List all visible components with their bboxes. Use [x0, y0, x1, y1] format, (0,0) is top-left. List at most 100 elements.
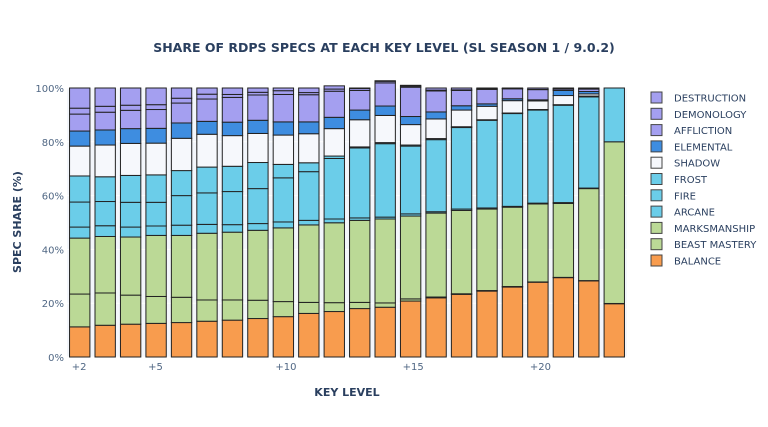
- bar-segment-destruction[interactable]: [94, 87, 116, 107]
- bar-segment-beast-mastery[interactable]: [119, 294, 142, 325]
- bar-segment-marksmanship[interactable]: [323, 222, 345, 304]
- legend-item[interactable]: BALANCE: [650, 254, 721, 268]
- bar-segment-shadow[interactable]: [272, 134, 295, 165]
- bar-segment-frost[interactable]: [69, 175, 91, 203]
- bar-segment-fire[interactable]: [298, 171, 320, 221]
- bar-segment-fire[interactable]: [552, 104, 575, 204]
- bar-segment-arcane[interactable]: [94, 225, 116, 237]
- bar-segment-arcane[interactable]: [272, 221, 295, 229]
- bar-segment-affliction[interactable]: [349, 89, 371, 111]
- legend-item[interactable]: BEAST MASTERY: [650, 238, 757, 252]
- bar-segment-destruction[interactable]: [69, 87, 91, 109]
- bar-segment-destruction[interactable]: [170, 87, 193, 99]
- bar-segment-marksmanship[interactable]: [119, 236, 142, 296]
- bar-segment-affliction[interactable]: [196, 98, 218, 122]
- bar-segment-beast-mastery[interactable]: [94, 292, 116, 326]
- bar-segment-arcane[interactable]: [298, 219, 320, 226]
- bar-segment-beast-mastery[interactable]: [247, 299, 269, 320]
- bar-segment-destruction[interactable]: [425, 87, 447, 91]
- bar-segment-demonology[interactable]: [119, 104, 142, 111]
- bar-segment-demonology[interactable]: [170, 97, 193, 104]
- bar-segment-marksmanship[interactable]: [272, 227, 295, 303]
- bar-segment-destruction[interactable]: [374, 80, 396, 82]
- bar-segment-beast-mastery[interactable]: [196, 299, 218, 322]
- bar-segment-demonology[interactable]: [145, 104, 167, 111]
- bar-segment-affliction[interactable]: [501, 88, 524, 100]
- bar-segment-elemental[interactable]: [69, 130, 91, 147]
- bar-segment-destruction[interactable]: [323, 85, 345, 90]
- bar-segment-balance[interactable]: [145, 322, 167, 358]
- bar-segment-balance[interactable]: [69, 326, 91, 358]
- bar-segment-shadow[interactable]: [119, 142, 142, 176]
- bar-segment-beast-mastery[interactable]: [323, 302, 345, 313]
- bar-segment-arcane[interactable]: [119, 226, 142, 238]
- bar-segment-destruction[interactable]: [501, 87, 524, 90]
- bar-segment-balance[interactable]: [94, 324, 116, 358]
- legend-item[interactable]: DEMONOLOGY: [650, 107, 747, 121]
- legend-item[interactable]: MARKSMANSHIP: [650, 221, 755, 235]
- bar-segment-shadow[interactable]: [69, 145, 91, 177]
- bar-segment-balance[interactable]: [603, 303, 625, 358]
- bar-segment-fire[interactable]: [170, 195, 193, 226]
- bar-segment-balance[interactable]: [221, 319, 244, 358]
- bar-segment-fire[interactable]: [247, 188, 269, 225]
- bar-segment-shadow[interactable]: [399, 124, 422, 146]
- bar-segment-destruction[interactable]: [399, 84, 422, 87]
- bar-segment-affliction[interactable]: [450, 89, 473, 107]
- bar-segment-demonology[interactable]: [272, 90, 295, 95]
- bar-segment-arcane[interactable]: [145, 225, 167, 236]
- legend-item[interactable]: ELEMENTAL: [650, 140, 733, 154]
- bar-segment-elemental[interactable]: [450, 105, 473, 111]
- bar-segment-elemental[interactable]: [399, 116, 422, 126]
- bar-segment-affliction[interactable]: [425, 90, 447, 113]
- bar-segment-affliction[interactable]: [221, 96, 244, 123]
- bar-segment-marksmanship[interactable]: [145, 234, 167, 297]
- legend-item[interactable]: FROST: [650, 173, 708, 187]
- bar-segment-beast-mastery[interactable]: [272, 301, 295, 318]
- bar-segment-marksmanship[interactable]: [170, 234, 193, 298]
- bar-segment-destruction[interactable]: [221, 87, 244, 95]
- bar-segment-fire[interactable]: [323, 157, 345, 220]
- bar-segment-balance[interactable]: [425, 297, 447, 358]
- bar-segment-affliction[interactable]: [323, 90, 345, 118]
- bar-segment-marksmanship[interactable]: [298, 224, 320, 303]
- bar-segment-demonology[interactable]: [196, 93, 218, 100]
- bar-segment-destruction[interactable]: [552, 87, 575, 90]
- bar-segment-elemental[interactable]: [196, 120, 218, 135]
- bar-segment-balance[interactable]: [170, 322, 193, 358]
- bar-segment-balance[interactable]: [552, 277, 575, 358]
- legend-item[interactable]: ARCANE: [650, 205, 715, 219]
- bar-segment-marksmanship[interactable]: [94, 235, 116, 294]
- bar-segment-elemental[interactable]: [323, 116, 345, 130]
- bar-segment-balance[interactable]: [247, 318, 269, 358]
- bar-segment-balance[interactable]: [272, 316, 295, 358]
- legend-item[interactable]: DESTRUCTION: [650, 91, 746, 105]
- bar-segment-arcane[interactable]: [69, 226, 91, 239]
- bar-segment-demonology[interactable]: [94, 105, 116, 113]
- bar-segment-affliction[interactable]: [272, 93, 295, 123]
- bar-segment-elemental[interactable]: [425, 111, 447, 120]
- bar-segment-elemental[interactable]: [145, 127, 167, 144]
- bar-segment-elemental[interactable]: [170, 122, 193, 139]
- legend-item[interactable]: SHADOW: [650, 156, 720, 170]
- bar-segment-marksmanship[interactable]: [196, 232, 218, 301]
- bar-segment-elemental[interactable]: [119, 128, 142, 144]
- bar-segment-fire[interactable]: [399, 145, 422, 215]
- bar-segment-marksmanship[interactable]: [374, 218, 396, 304]
- bar-segment-balance[interactable]: [527, 281, 549, 358]
- bar-segment-elemental[interactable]: [298, 121, 320, 135]
- bar-segment-shadow[interactable]: [374, 114, 396, 144]
- bar-segment-marksmanship[interactable]: [247, 229, 269, 301]
- bar-segment-marksmanship[interactable]: [476, 208, 498, 292]
- bar-segment-beast-mastery[interactable]: [170, 296, 193, 324]
- bar-segment-fire[interactable]: [349, 147, 371, 219]
- bar-segment-beast-mastery[interactable]: [69, 293, 91, 328]
- bar-segment-fire[interactable]: [527, 109, 549, 204]
- bar-segment-marksmanship[interactable]: [425, 212, 447, 298]
- bar-segment-shadow[interactable]: [145, 142, 167, 176]
- bar-segment-destruction[interactable]: [272, 87, 295, 92]
- bar-segment-destruction[interactable]: [298, 87, 320, 94]
- bar-segment-shadow[interactable]: [501, 100, 524, 114]
- bar-segment-elemental[interactable]: [221, 121, 244, 137]
- bar-segment-balance[interactable]: [119, 323, 142, 358]
